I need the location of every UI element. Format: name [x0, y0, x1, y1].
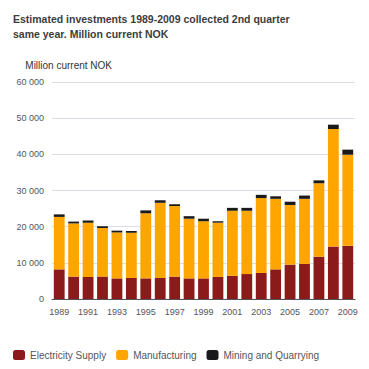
svg-text:Electricity Supply: Electricity Supply: [30, 350, 106, 361]
svg-text:Estimated investments 1989-200: Estimated investments 1989-2009 collecte…: [13, 13, 290, 25]
svg-text:2009: 2009: [338, 307, 358, 317]
svg-text:2005: 2005: [280, 307, 300, 317]
svg-text:1989: 1989: [49, 307, 69, 317]
svg-text:1993: 1993: [107, 307, 127, 317]
svg-text:1999: 1999: [193, 307, 213, 317]
svg-text:2001: 2001: [222, 307, 242, 317]
svg-text:1995: 1995: [136, 307, 156, 317]
svg-text:Manufacturing: Manufacturing: [133, 350, 196, 361]
svg-text:10 000: 10 000: [16, 258, 44, 268]
svg-text:20 000: 20 000: [16, 222, 44, 232]
svg-text:2003: 2003: [251, 307, 271, 317]
svg-text:2007: 2007: [309, 307, 329, 317]
svg-text:60 000: 60 000: [16, 77, 44, 87]
svg-text:same year. Million current NOK: same year. Million current NOK: [13, 28, 169, 40]
svg-text:40 000: 40 000: [16, 149, 44, 159]
svg-text:1991: 1991: [78, 307, 98, 317]
svg-text:0: 0: [39, 294, 44, 304]
svg-text:1997: 1997: [165, 307, 185, 317]
svg-text:Million current NOK: Million current NOK: [25, 60, 112, 71]
svg-text:30 000: 30 000: [16, 186, 44, 196]
svg-text:Mining and Quarrying: Mining and Quarrying: [224, 350, 320, 361]
svg-text:50 000: 50 000: [16, 113, 44, 123]
